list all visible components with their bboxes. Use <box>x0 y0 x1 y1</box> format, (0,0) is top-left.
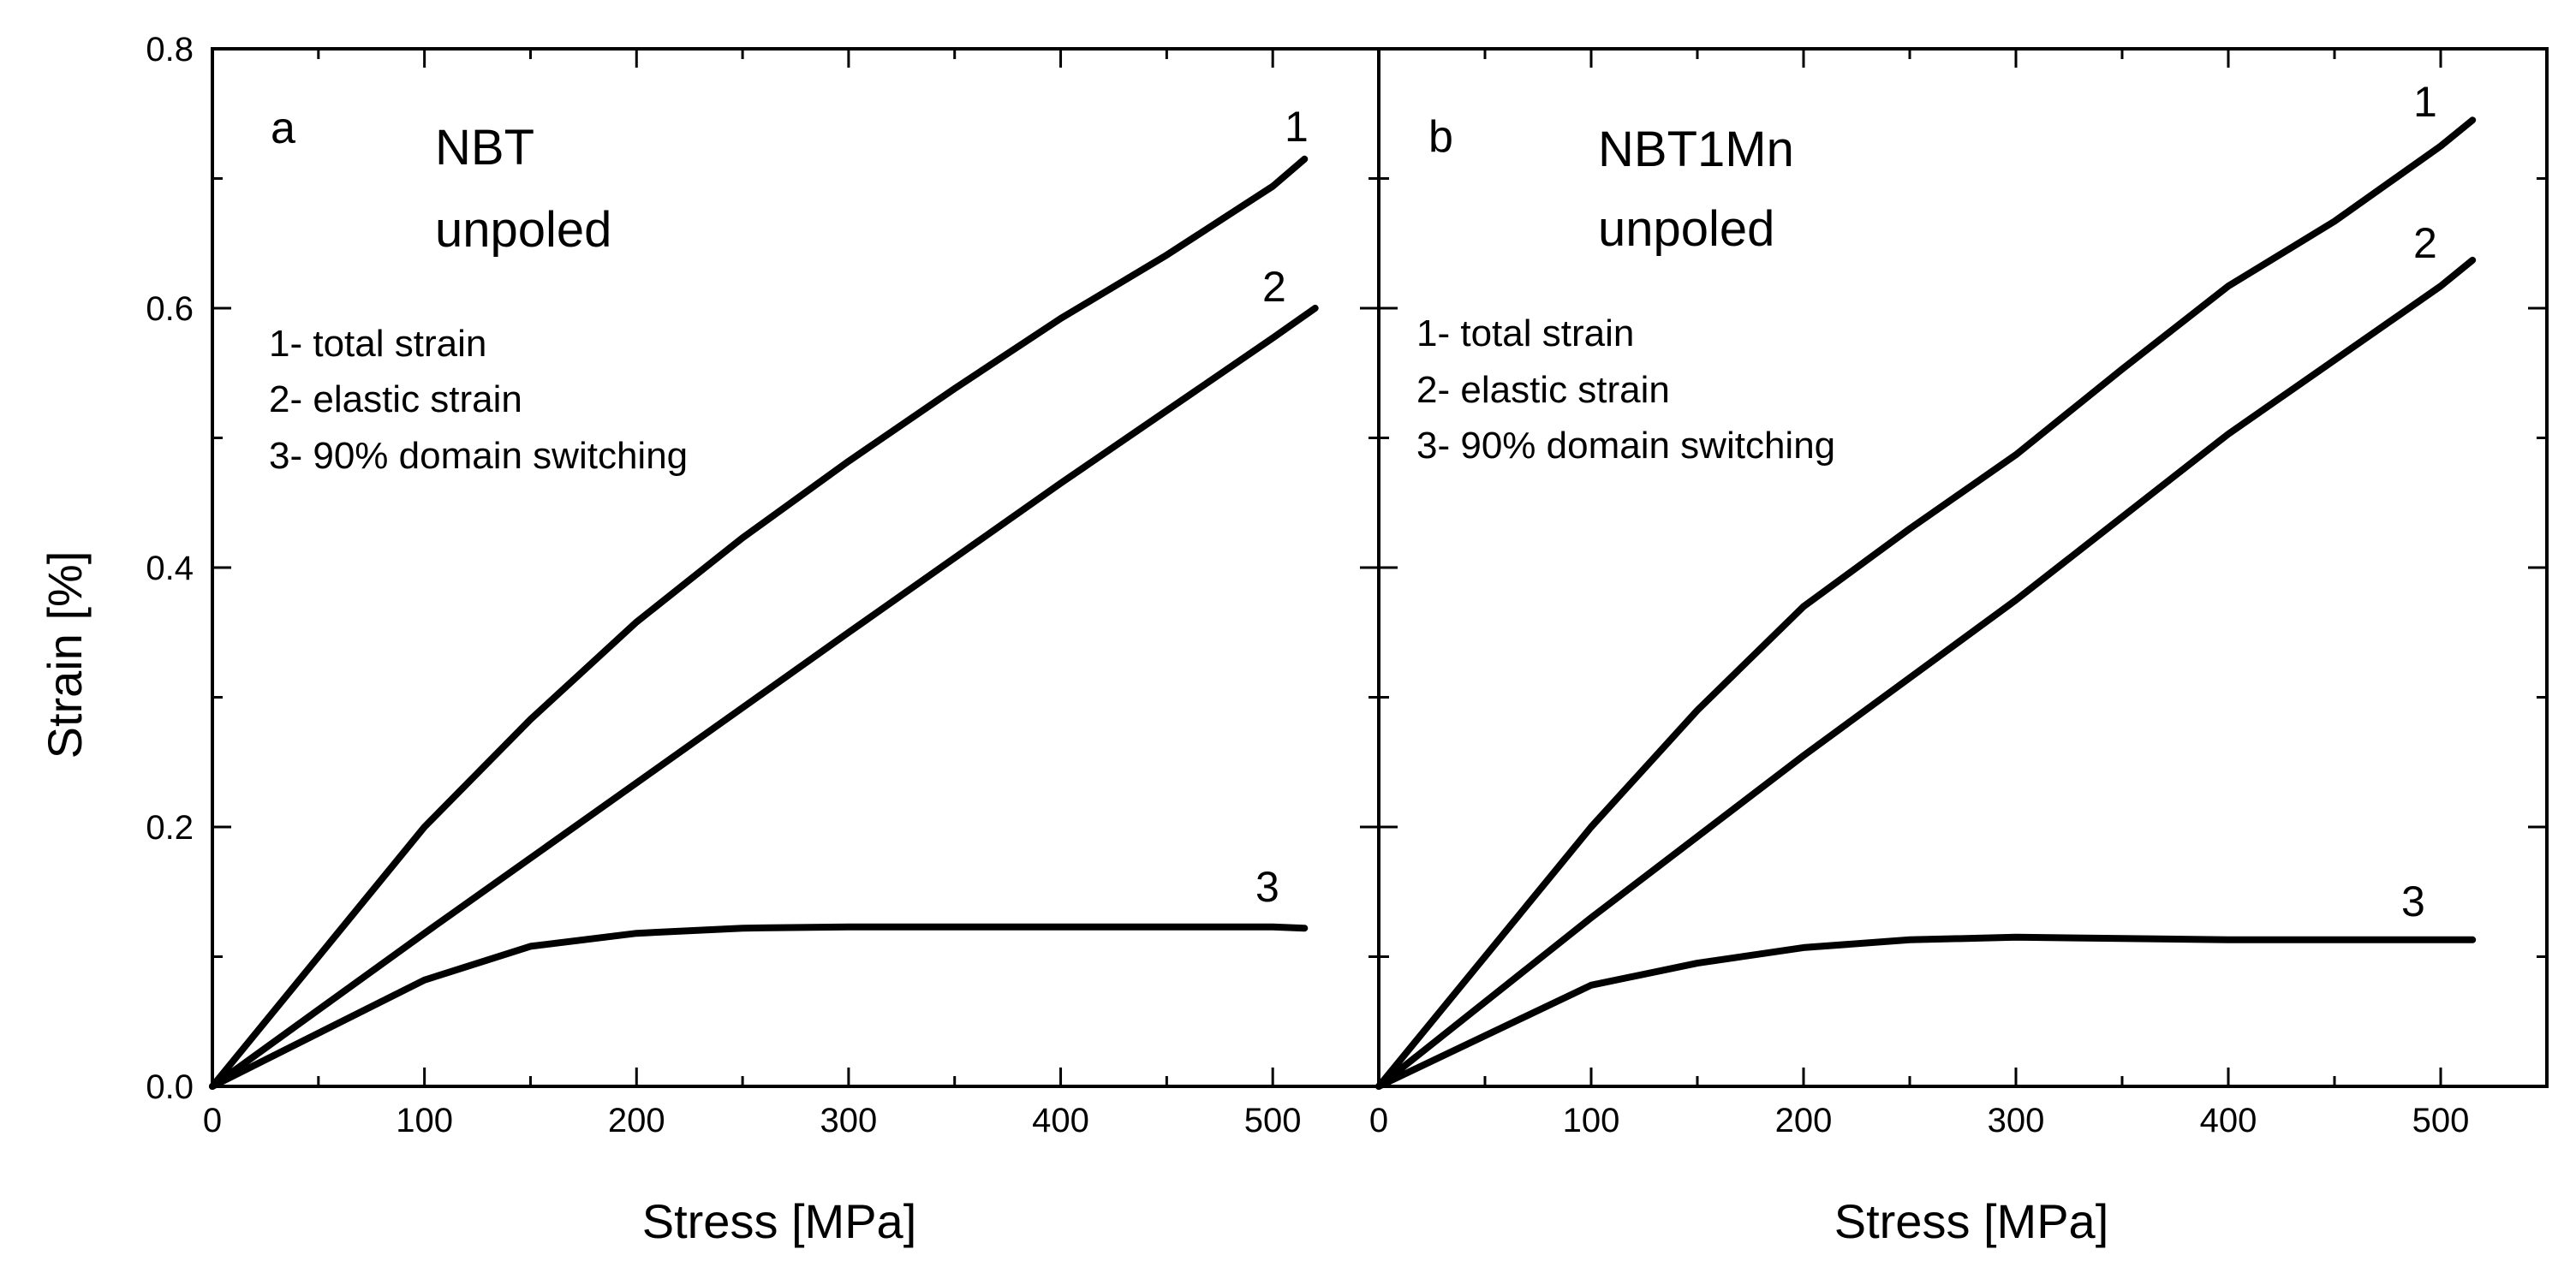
panel-b-subtitle: unpoled <box>1598 201 1774 257</box>
panel-b-title: NBT1Mn <box>1598 122 1794 177</box>
panel-a-series-3-line <box>209 923 1309 1090</box>
panel-a-letter: a <box>271 104 295 153</box>
panel-b-series-1-line <box>1375 116 2477 1090</box>
panel-a-curves <box>209 155 1319 1090</box>
panel-a-x-tick-label: 100 <box>396 1102 453 1139</box>
panel-a: 0 100 200 300 400 500 0.0 0.2 0.4 0.6 0.8 a NBT un… <box>38 31 1380 1248</box>
panel-b-series-2-line <box>1375 256 2477 1090</box>
panel-b-curves <box>1375 116 2477 1090</box>
panel-b-x-tick-label: 100 <box>1563 1102 1620 1139</box>
panel-b-x-tick-label: 200 <box>1775 1102 1833 1139</box>
panel-b-x-tick-label: 300 <box>1988 1102 2045 1139</box>
panel-a-x-tick-label: 400 <box>1032 1102 1089 1139</box>
panel-b-series-3-line <box>1375 933 2477 1090</box>
panel-b-x-tick-label: 500 <box>2412 1102 2470 1139</box>
panel-b-curve-label-2: 2 <box>2413 219 2437 267</box>
panel-a-subtitle: unpoled <box>435 202 611 258</box>
panel-b-legend-entry-2: 2- elastic strain <box>1416 369 1670 411</box>
panel-b-letter: b <box>1428 112 1453 162</box>
panel-b-legend-entry-3: 3- 90% domain switching <box>1416 425 1835 467</box>
panel-a-legend-entry-2: 2- elastic strain <box>269 378 522 420</box>
panel-a-title: NBT <box>435 120 534 175</box>
panel-a-y-tick-label: 0.2 <box>146 809 194 847</box>
panel-b-frame <box>1377 47 2549 1088</box>
panel-a-series-2-line <box>209 305 1319 1090</box>
panel-b-x-axis-title: Stress [MPa] <box>1834 1194 2109 1248</box>
panel-a-y-tick-label: 0.6 <box>146 290 194 328</box>
panel-b-x-tick-label: 0 <box>1369 1102 1388 1139</box>
panel-b: 0 100 200 300 400 500 b NBT1Mn unpoled 1- tot… <box>1369 47 2549 1248</box>
panel-a-x-axis-title: Stress [MPa] <box>642 1194 917 1248</box>
panel-a-y-tick-label: 0.8 <box>146 31 194 68</box>
panel-a-y-tick-label: 0.4 <box>146 550 194 587</box>
panel-a-x-tick-label: 300 <box>820 1102 878 1139</box>
panel-b-x-tick-label: 400 <box>2200 1102 2257 1139</box>
panel-b-curve-label-3: 3 <box>2401 877 2425 925</box>
panel-a-x-tick-label: 500 <box>1244 1102 1302 1139</box>
panel-b-ticks: 0 100 200 300 400 500 <box>1369 47 2549 1139</box>
panel-a-legend-entry-3: 3- 90% domain switching <box>269 435 688 477</box>
panel-a-x-tick-label: 0 <box>203 1102 222 1139</box>
panel-a-curve-label-1: 1 <box>1285 103 1309 151</box>
y-axis-title: Strain [%] <box>38 551 92 759</box>
panel-b-legend-entry-1: 1- total strain <box>1416 312 1634 354</box>
panel-a-y-tick-label: 0.0 <box>146 1068 194 1106</box>
panel-a-curve-label-2: 2 <box>1262 263 1286 311</box>
panel-a-ticks: 0 100 200 300 400 500 0.0 0.2 0.4 0.6 0.8 <box>146 31 1380 1139</box>
panel-a-series-1-line <box>209 155 1309 1090</box>
panel-a-curve-label-3: 3 <box>1255 863 1279 911</box>
panel-a-legend-entry-1: 1- total strain <box>269 323 486 365</box>
panel-a-x-tick-label: 200 <box>608 1102 665 1139</box>
panel-b-curve-label-1: 1 <box>2413 78 2437 126</box>
